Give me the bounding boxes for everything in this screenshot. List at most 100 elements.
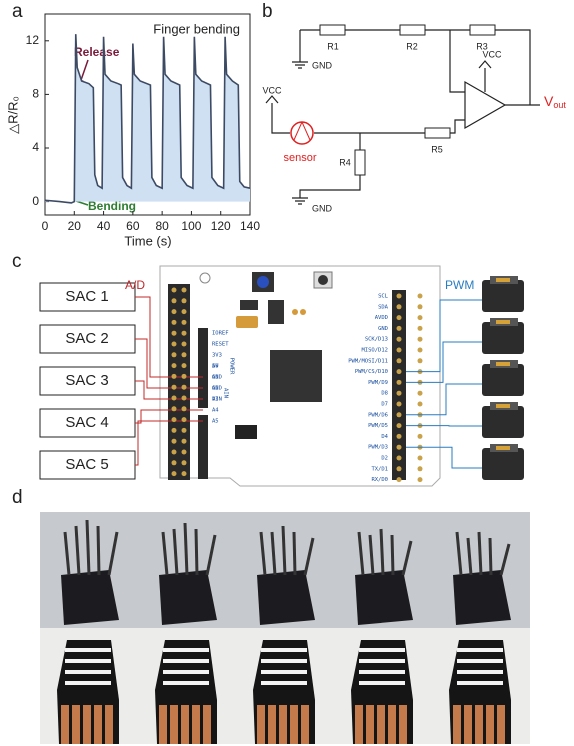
label: VCC (482, 49, 502, 59)
sensor-icon (293, 121, 311, 141)
servo-gear (496, 320, 510, 324)
pins: SAC 1 SAC 2 SAC 3 SAC 4 SAC 5 IOREF RESET 3V3 5V… (39, 276, 524, 483)
plot-frame (44, 13, 251, 216)
pin-hole (181, 471, 187, 477)
input-box (39, 450, 136, 480)
pin-hole (396, 358, 402, 364)
robot-finger (74, 525, 81, 576)
pin-hole (417, 304, 423, 310)
pin-hole (171, 330, 177, 336)
copper-strip (377, 705, 385, 744)
pin-hole (181, 298, 187, 304)
robot-finger (379, 528, 385, 576)
panel-label: b (262, 1, 273, 22)
circuit: R1 R2 R3 R4 R5 GND GND VCC VCC sensor Vo… (262, 24, 566, 213)
pin-label: PWM/D5 (368, 423, 388, 429)
copper-strip (279, 705, 287, 744)
label: R5 (431, 144, 443, 154)
pin-hole (396, 444, 402, 450)
pin-hole (417, 325, 423, 331)
button (257, 276, 269, 288)
pin-hole (396, 315, 402, 321)
annotation: Bending (88, 199, 136, 213)
glove-stripe (457, 659, 503, 663)
pin-hole (181, 395, 187, 401)
pin-label: PWM/CS/D10 (355, 369, 388, 375)
copper-strip (181, 705, 189, 744)
copper-strip (83, 705, 91, 744)
pin-hole (417, 347, 423, 353)
pin-hole (396, 347, 402, 353)
glove-stripe (65, 659, 111, 663)
label: GND (312, 60, 333, 70)
chip (240, 300, 258, 310)
label: R3 (476, 41, 488, 51)
robot-hand (355, 570, 413, 625)
wire (135, 420, 203, 466)
y-tick-label: 12 (26, 33, 40, 47)
input-label: SAC 3 (65, 372, 108, 389)
pin-group: POWER (229, 358, 235, 375)
glove-stripe (359, 670, 405, 674)
servo-gear (496, 446, 510, 450)
glove-stripe (359, 659, 405, 663)
pin-hole (171, 417, 177, 423)
annotation: Finger bending (153, 21, 240, 36)
robot-finger (488, 537, 493, 576)
robot-hand (453, 570, 511, 625)
pin-hole (417, 433, 423, 439)
copper-strip (399, 705, 407, 744)
pin-hole (181, 309, 187, 315)
copper-strip (388, 705, 396, 744)
pin-label: A0 (212, 364, 219, 370)
pin-hole (417, 390, 423, 396)
pin-hole (396, 412, 402, 418)
resistor (399, 24, 426, 36)
x-tick-label: 100 (181, 219, 201, 233)
pin-hole (396, 390, 402, 396)
pin-label: MISO/D12 (362, 348, 389, 354)
pin-label: PWM/D9 (368, 380, 388, 386)
op-amp (464, 80, 507, 130)
pin-hole (181, 406, 187, 412)
servo-gear (496, 404, 510, 408)
copper-strip (203, 705, 211, 744)
pin-label: RESET (212, 342, 229, 348)
panel-label: a (12, 1, 23, 22)
copper-strip (366, 705, 374, 744)
copper-strip (475, 705, 483, 744)
area (45, 34, 250, 203)
robot-finger (455, 531, 463, 576)
pin-label: GND (212, 386, 222, 392)
robot-finger (183, 522, 189, 576)
pin-hole (171, 287, 177, 293)
robot-finger (390, 534, 395, 576)
wire (406, 383, 482, 416)
ground (292, 61, 308, 205)
label: out (553, 100, 566, 110)
pin-label: D2 (381, 456, 388, 462)
pin-label: PWM/D6 (368, 412, 388, 418)
annotation: Release (74, 45, 120, 59)
servo (482, 406, 524, 438)
pin-hole (181, 330, 187, 336)
copper-strip (105, 705, 113, 744)
pad (300, 309, 306, 315)
pin-hole (171, 427, 177, 433)
pin-label: A1 (212, 375, 219, 381)
pin-label: IOREF (212, 331, 229, 337)
label: R4 (339, 157, 351, 167)
pin-label: SCK/D13 (365, 337, 388, 343)
robot-finger (303, 537, 315, 576)
pad (292, 309, 298, 315)
pin-hole (171, 395, 177, 401)
pin-label: GND (378, 326, 388, 332)
resistor (469, 24, 496, 36)
line (44, 34, 251, 204)
arrow (75, 200, 89, 206)
capacitor (236, 316, 258, 328)
copper-strip (94, 705, 102, 744)
glove-stripe (163, 670, 209, 674)
pin-label: PWM/D3 (368, 445, 388, 451)
glove-stripe (359, 681, 405, 685)
